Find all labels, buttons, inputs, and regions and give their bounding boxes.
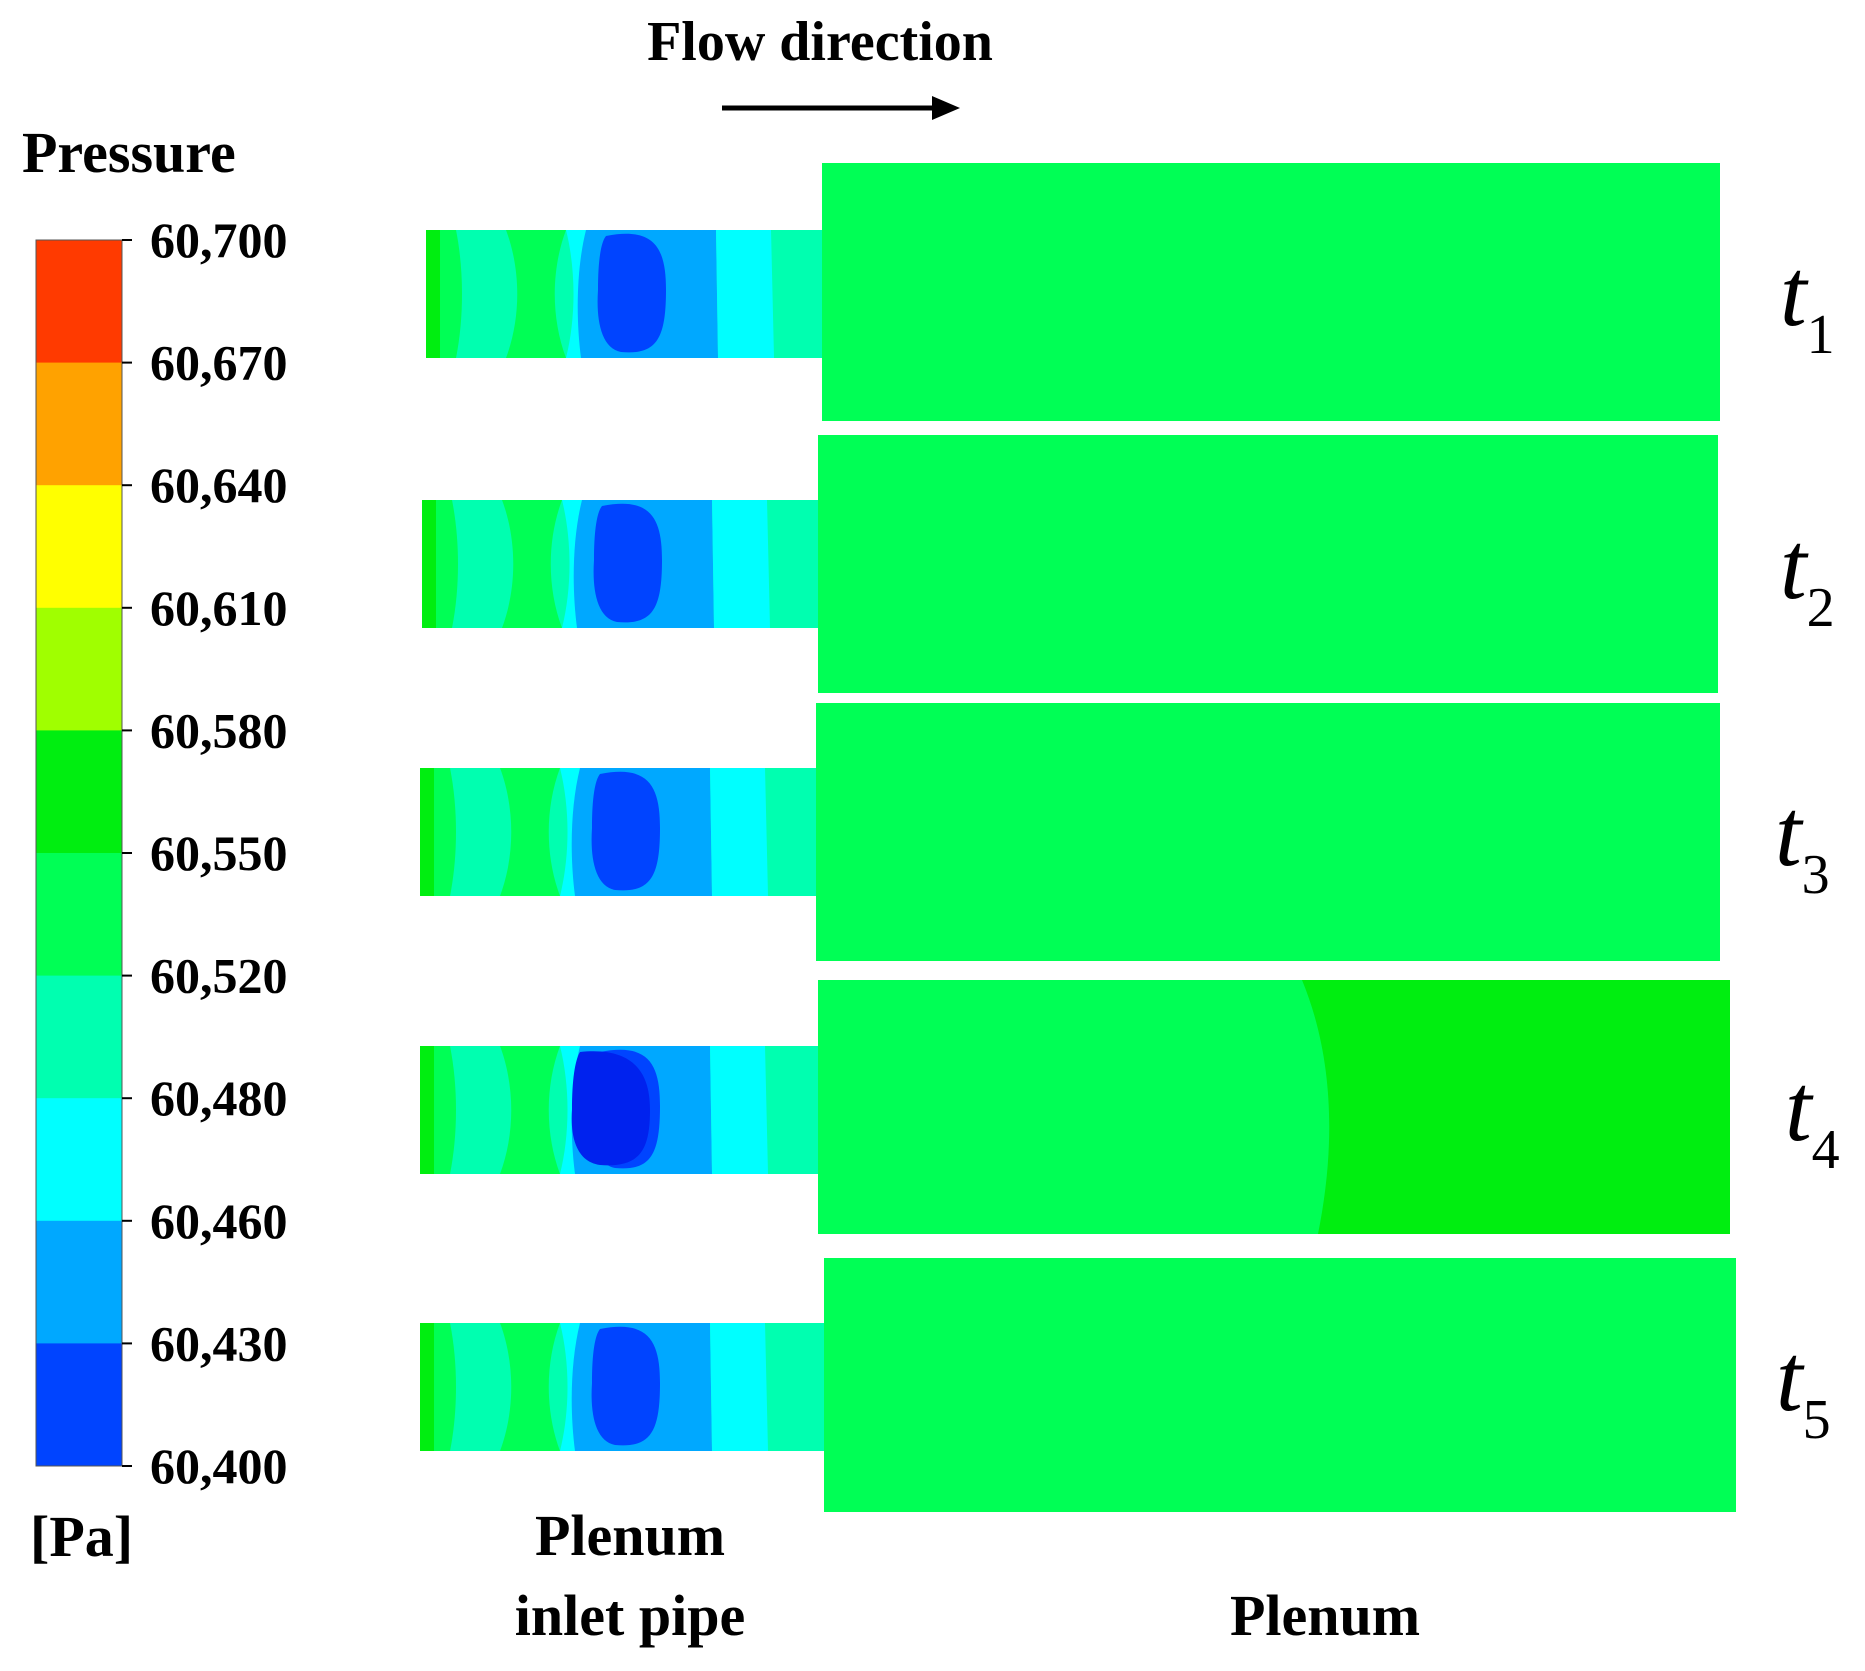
colorbar-tick-label: 60,480 [150, 1070, 288, 1126]
legend-unit: [Pa] [30, 1504, 133, 1569]
time-label: t2 [1780, 512, 1835, 639]
colorbar-band [36, 607, 122, 731]
inlet-pipe-contour [420, 1323, 862, 1451]
colorbar-tick-label: 60,580 [150, 702, 288, 758]
plenum-label: Plenum [1230, 1583, 1420, 1648]
snapshot-t3: t3 [420, 703, 1830, 961]
time-label: t3 [1775, 779, 1830, 906]
colorbar-tick-label: 60,610 [150, 580, 288, 636]
legend-title: Pressure [22, 120, 236, 185]
colorbar-band [36, 975, 122, 1099]
inlet-pipe-contour [426, 230, 868, 358]
colorbar-tick-label: 60,700 [150, 212, 288, 268]
time-label: t4 [1785, 1054, 1840, 1181]
colorbar-band [36, 1220, 122, 1344]
colorbar-tick-label: 60,550 [150, 825, 288, 881]
colorbar-band [36, 240, 122, 364]
pressure-colorbar [35, 239, 123, 1467]
inlet-pipe-label-line1: Plenum [535, 1503, 725, 1568]
colorbar-tick-labels: 60,700 60,670 60,640 60,610 60,580 60,550 60,5… [122, 212, 288, 1494]
flow-direction-label: Flow direction [647, 11, 993, 73]
colorbar-band [36, 1343, 122, 1467]
snapshot-t2: t2 [422, 435, 1835, 693]
time-label: t5 [1776, 1324, 1831, 1451]
inlet-pipe-label-line2: inlet pipe [515, 1583, 745, 1648]
plenum-contour [818, 435, 1718, 693]
colorbar-tick-label: 60,430 [150, 1315, 288, 1371]
snapshot-t5: t5 [420, 1258, 1831, 1512]
inlet-pipe-contour [422, 500, 864, 628]
snapshot-t1: t1 [426, 163, 1835, 421]
plenum-contour [822, 163, 1720, 421]
flow-arrow-icon [722, 96, 960, 120]
colorbar-tick-label: 60,400 [150, 1438, 288, 1494]
snapshot-panels: t1 t2 t3 t4 t5 [420, 163, 1840, 1512]
colorbar-tick-label: 60,640 [150, 457, 288, 513]
colorbar-band [36, 1098, 122, 1222]
plenum-contour [816, 703, 1720, 961]
plenum-contour [824, 1258, 1736, 1512]
colorbar-band [36, 853, 122, 977]
colorbar-band [36, 362, 122, 486]
colorbar-tick-label: 60,520 [150, 948, 288, 1004]
snapshot-t4: t4 [420, 980, 1840, 1234]
inlet-pipe-contour [420, 768, 862, 896]
colorbar-tick-label: 60,670 [150, 335, 288, 391]
colorbar-band [36, 730, 122, 854]
colorbar-tick-label: 60,460 [150, 1193, 288, 1249]
colorbar-band [36, 485, 122, 609]
time-label: t1 [1780, 239, 1835, 366]
